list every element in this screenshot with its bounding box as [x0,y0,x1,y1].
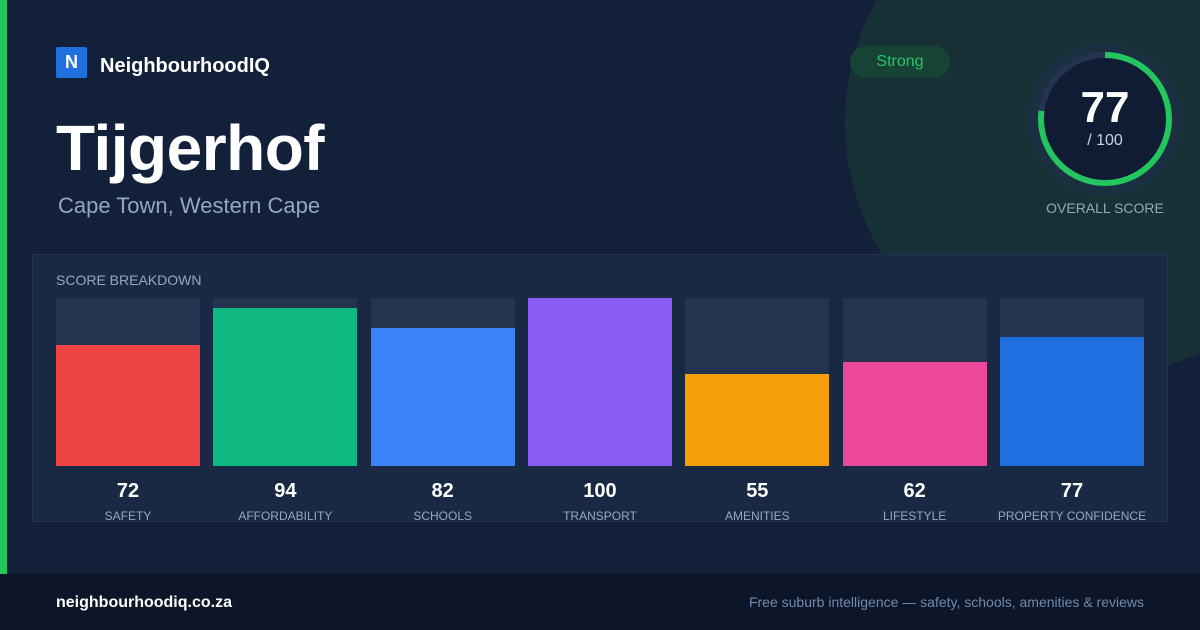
score-bar-fill [842,361,987,466]
score-bar-schools: 82 SCHOOLS [370,298,515,524]
score-bar-property-confidence: 77 PROPERTY CONFIDENCE [998,298,1146,524]
score-bar-value: 82 [431,480,454,502]
footer-tagline: Free suburb intelligence — safety, schoo… [748,594,1144,610]
score-bar-track [56,298,200,466]
footer: neighbourhoodiq.co.za Free suburb intell… [0,574,1200,630]
score-bar-fill [685,373,830,466]
score-bar-track [370,298,515,466]
score-bar-affordability: 94 AFFORDABILITY [213,298,358,524]
score-bar-fill [527,298,672,466]
accent-stripe [0,0,7,574]
score-bar-label: PROPERTY CONFIDENCE [997,509,1147,523]
score-bar-label: SAFETY [104,509,152,523]
brand-logo-icon: N [56,46,87,78]
score-bar-fill [999,336,1144,466]
score-breakdown-bars: 72 SAFETY 94 AFFORDABILITY 82 SCHOOLS 100 TRANS… [56,298,1146,524]
suburb-location: Cape Town, Western Cape [58,193,321,218]
suburb-title: Tijgerhof [56,112,325,184]
score-ring-center [1041,55,1169,183]
score-bar-value: 55 [746,480,769,502]
score-breakdown-title: SCORE BREAKDOWN [56,272,202,288]
score-ring-progress [1038,52,1172,186]
overall-score-max: / 100 [1087,132,1123,149]
score-bar-label: LIFESTYLE [882,509,947,523]
score-bar-fill [213,308,358,466]
score-bar-track [842,298,987,466]
score-bar-label: TRANSPORT [563,509,637,523]
brand-name: NeighbourhoodIQ [100,54,270,77]
score-bar-transport: 100 TRANSPORT [527,298,672,524]
score-bar-amenities: 55 AMENITIES [685,298,830,524]
score-bar-value: 72 [116,480,140,502]
score-bar-lifestyle: 62 LIFESTYLE [842,298,987,524]
score-bar-value: 62 [903,480,926,502]
score-bar-safety: 72 SAFETY [56,298,200,524]
score-bar-value: 94 [274,480,297,502]
score-bar-fill [56,345,200,466]
overall-score-label: OVERALL SCORE [1046,200,1164,216]
score-bar-value: 100 [583,480,617,502]
brand: N NeighbourhoodIQ [56,46,270,78]
rating-badge: Strong [850,46,950,78]
overall-score-value: 77 [1080,83,1130,132]
score-bar-label: AMENITIES [724,509,790,523]
score-bar-track [213,298,358,466]
score-bar-track [999,298,1144,466]
score-bar-value: 77 [1060,480,1084,502]
score-bar-label: SCHOOLS [413,509,472,523]
score-bar-track [685,298,830,466]
score-bar-track [527,298,672,466]
score-bar-label: AFFORDABILITY [238,509,333,523]
overall-score-ring: 77 / 100 [1028,42,1182,196]
score-bar-fill [370,328,515,466]
footer-url: neighbourhoodiq.co.za [56,594,232,611]
score-ring-graphic [1028,42,1182,196]
